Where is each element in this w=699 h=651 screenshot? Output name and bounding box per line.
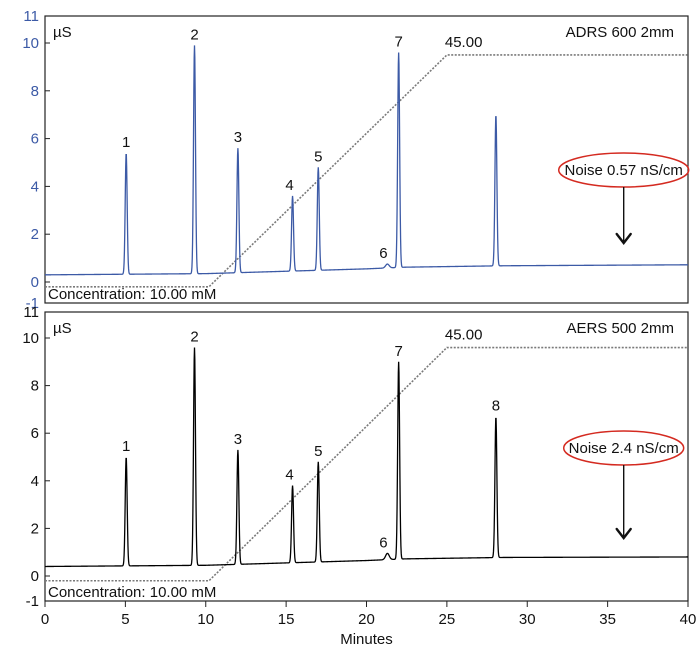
peak-label: 2 (190, 329, 198, 346)
y-tick-label: 10 (22, 330, 39, 347)
gradient-label: 45.00 (445, 34, 483, 51)
concentration-label: Concentration: 10.00 mM (48, 584, 216, 601)
y-tick-label: 0 (31, 568, 39, 585)
x-tick-label: 35 (599, 611, 616, 628)
y-tick-label: 4 (31, 473, 39, 490)
y-tick-label: 6 (31, 425, 39, 442)
peak-label: 8 (492, 398, 500, 415)
chromatogram-trace (45, 348, 688, 567)
instrument-label: AERS 500 2mm (566, 320, 674, 337)
x-tick-label: 40 (680, 611, 697, 628)
plot-frame (45, 16, 688, 303)
instrument-label: ADRS 600 2mm (566, 24, 674, 41)
x-tick-label: 5 (121, 611, 129, 628)
y-tick-label: 6 (31, 131, 39, 148)
peak-label: 5 (314, 443, 322, 460)
gradient-label: 45.00 (445, 327, 483, 344)
x-tick-label: 0 (41, 611, 49, 628)
peak-label: 1 (122, 438, 130, 455)
y-tick-label: 10 (22, 35, 39, 52)
noise-label: Noise 0.57 nS/cm (565, 162, 683, 179)
x-axis-title: Minutes (340, 631, 393, 648)
peak-label: 2 (190, 26, 198, 43)
chromatogram-trace (45, 45, 688, 274)
peak-label: 6 (379, 245, 387, 262)
y-tick-label: -1 (26, 593, 39, 610)
y-tick-label: 0 (31, 274, 39, 291)
x-tick-label: 30 (519, 611, 536, 628)
peak-label: 1 (122, 134, 130, 151)
x-tick-label: 25 (439, 611, 456, 628)
y-tick-label: 8 (31, 378, 39, 395)
y-tick-label: 2 (31, 226, 39, 243)
y-unit-label: µS (53, 320, 72, 337)
concentration-label: Concentration: 10.00 mM (48, 286, 216, 303)
y-unit-label: µS (53, 24, 72, 41)
noise-label: Noise 2.4 nS/cm (569, 440, 679, 457)
y-tick-label: 4 (31, 178, 39, 195)
y-tick-label: 8 (31, 83, 39, 100)
peak-label: 3 (234, 129, 242, 146)
peak-label: 6 (379, 534, 387, 551)
x-tick-label: 10 (197, 611, 214, 628)
peak-label: 5 (314, 148, 322, 165)
y-tick-label: 2 (31, 520, 39, 537)
x-tick-label: 20 (358, 611, 375, 628)
x-tick-label: 15 (278, 611, 295, 628)
peak-label: 4 (285, 177, 293, 194)
peak-label: 7 (394, 34, 402, 51)
gradient-curve (45, 348, 688, 581)
y-tick-label: 11 (23, 8, 39, 25)
peak-label: 4 (285, 467, 293, 484)
peak-label: 3 (234, 431, 242, 448)
peak-label: 7 (394, 343, 402, 360)
y-tick-label: 11 (23, 304, 39, 321)
